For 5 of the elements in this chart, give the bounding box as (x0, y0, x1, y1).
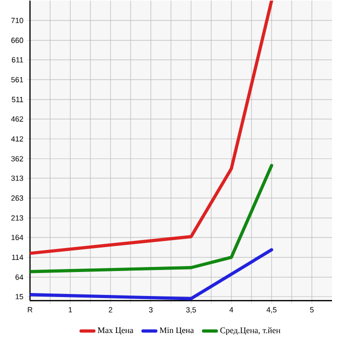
line-series (30, 164, 274, 274)
line-series (30, 0, 274, 256)
legend-label: Сред.Цена, т.йен (220, 327, 280, 336)
legend-label: Min Цена (160, 328, 194, 336)
legend-label: Max Цена (98, 328, 134, 335)
